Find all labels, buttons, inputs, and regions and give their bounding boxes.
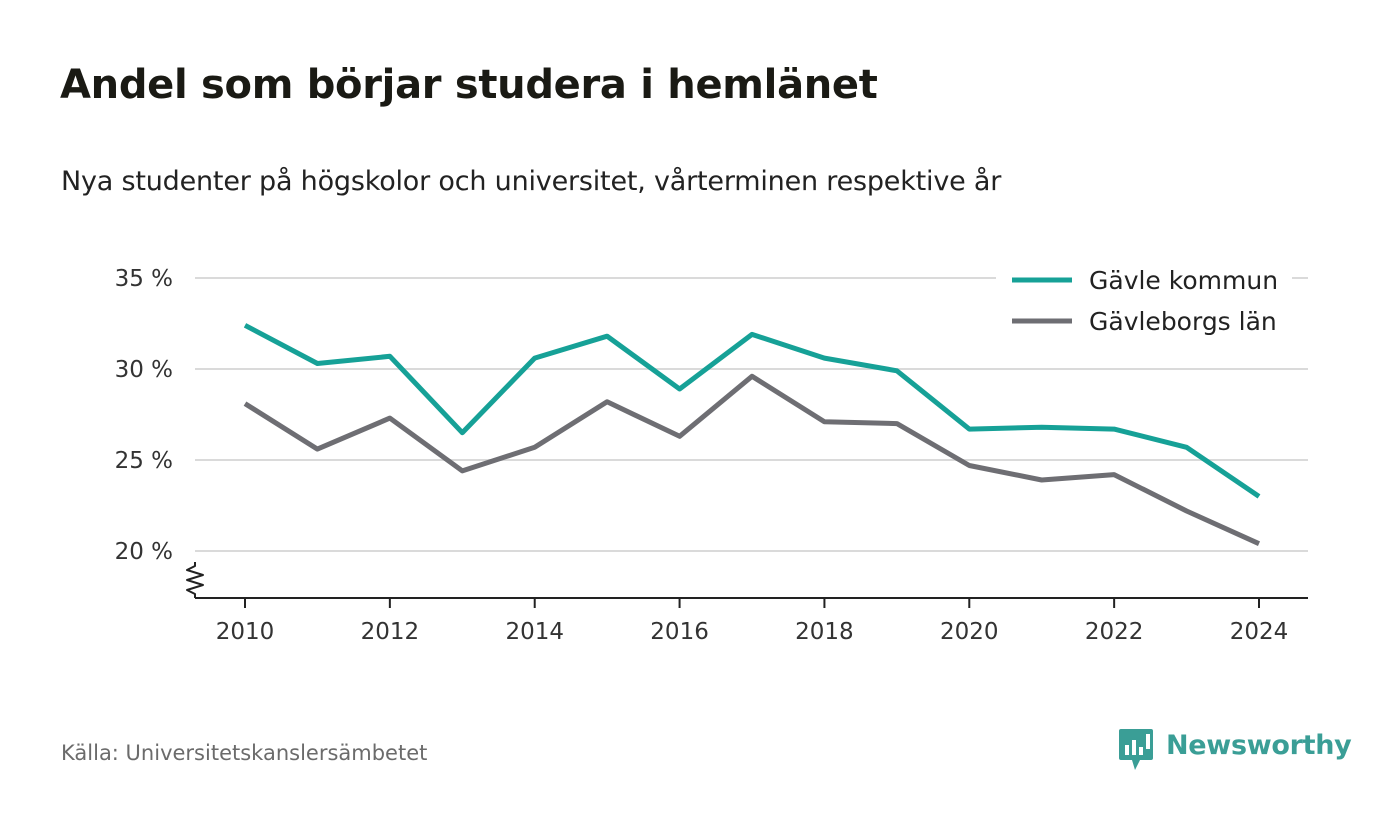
x-tick-label: 2016 [650,619,709,645]
brand-name: Newsworthy [1166,730,1352,761]
x-tick-label: 2022 [1085,619,1144,645]
y-tick-label: 35 % [115,266,173,292]
y-axis-break-icon [186,562,204,598]
x-tick-label: 2012 [361,619,420,645]
legend-label: Gävleborgs län [1089,307,1277,336]
y-tick-label: 25 % [115,448,173,474]
chart-subtitle: Nya studenter på högskolor och universit… [61,166,1002,197]
x-tick-label: 2020 [940,619,999,645]
source-note: Källa: Universitetskanslersämbetet [61,741,428,765]
y-tick-label: 30 % [115,357,173,383]
legend-background [996,262,1292,338]
x-tick-labels: 2010 2012 2014 2016 2018 2020 2022 2024 [216,619,1289,645]
series-line-0 [243,323,1261,499]
newsworthy-logo: Newsworthy [1118,728,1352,772]
x-tick-label: 2018 [795,619,854,645]
axes [186,562,1308,608]
x-tick-label: 2024 [1230,619,1289,645]
series-line-1 [243,373,1261,546]
legend: Gävle kommun Gävleborgs län [996,262,1292,338]
x-tick-label: 2010 [216,619,275,645]
newsworthy-logo-icon [1119,729,1153,770]
x-tick-label: 2014 [505,619,564,645]
chart-title: Andel som börjar studera i hemlänet [60,62,878,108]
y-tick-label: 20 % [115,539,173,565]
y-tick-labels: 20 % 25 % 30 % 35 % [115,266,173,565]
series-lines [243,323,1261,546]
legend-label: Gävle kommun [1089,266,1278,295]
